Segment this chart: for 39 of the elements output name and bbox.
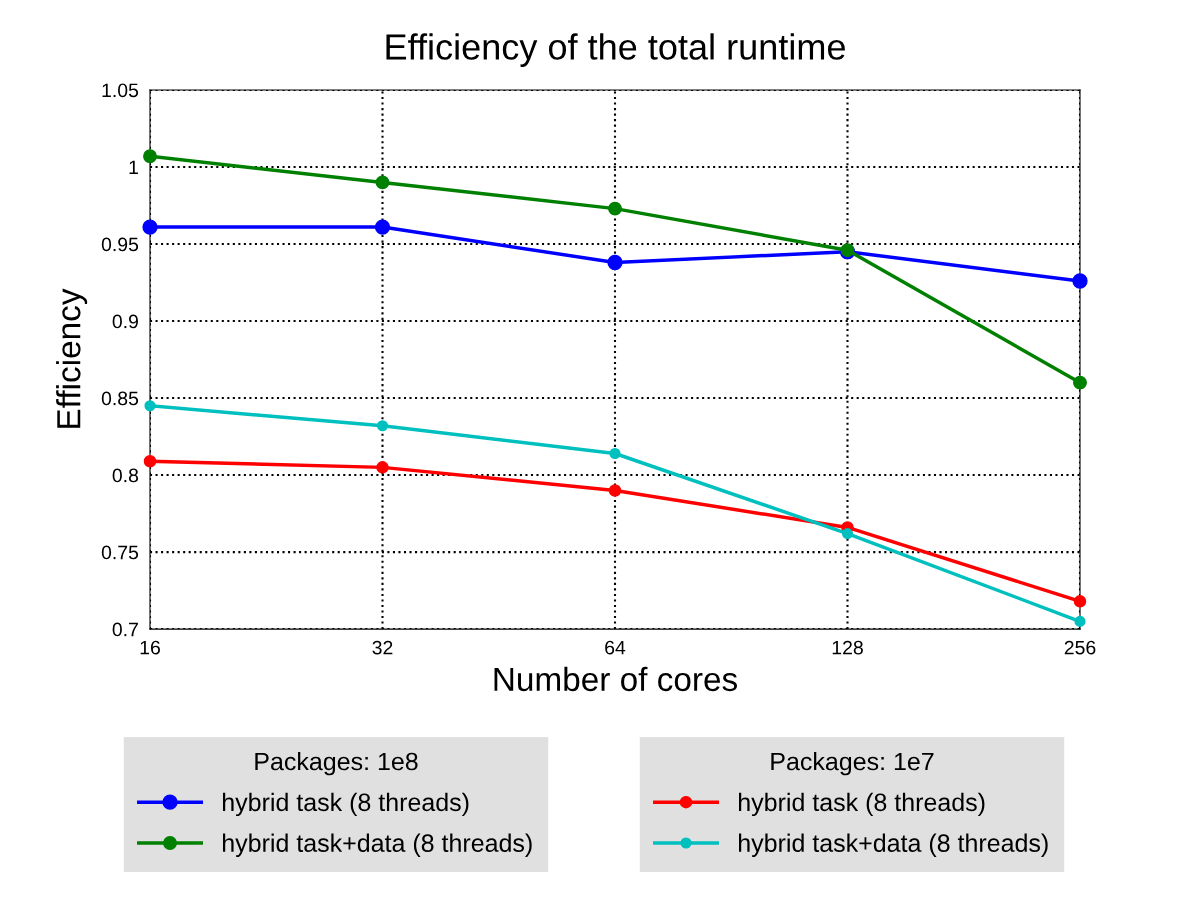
x-tick-label: 128 [832,640,863,655]
y-tick-label: 0.85 [101,391,139,406]
x-tick-label: 256 [1064,640,1096,655]
point [841,528,854,540]
point [376,420,389,432]
point [1073,375,1087,390]
x-tick-label: 16 [140,640,160,655]
point [609,447,621,460]
text: Packages: 1e7 [771,752,934,776]
x-tick-label: 32 [372,640,393,655]
text: Packages: 1e8 [255,752,418,776]
legend-label: hybrid task+data (8 threads) [223,833,532,857]
point [143,149,157,164]
chart-title: Efficiency of the total runtime [386,33,845,67]
y-tick-label: 0.75 [101,545,139,560]
point [375,175,390,190]
point [607,254,623,271]
point [1074,615,1086,627]
point [376,461,389,474]
point [144,400,156,412]
y-tick-label: 0.9 [112,314,138,329]
point [142,219,158,235]
legend-label: hybrid task (8 threads) [739,792,985,817]
point [1073,595,1087,608]
point [1072,273,1088,289]
legend-label: hybrid task (8 threads) [223,792,469,817]
legend-label: hybrid task+data (8 threads) [739,833,1048,857]
y-tick-label: 0.7 [112,622,138,637]
y-tick-label: 0.8 [112,468,139,483]
point [143,454,157,468]
x-axis-title: Number of cores [494,666,737,692]
y-tick-label: 1.05 [102,83,139,98]
y-tick-label: 1 [129,160,138,175]
y-tick-label: 0.95 [101,237,139,252]
point [608,201,622,216]
x-tick-label: 64 [605,640,626,655]
point [608,484,622,497]
point [374,219,391,235]
y-axis-title: Efficiency [56,288,88,428]
